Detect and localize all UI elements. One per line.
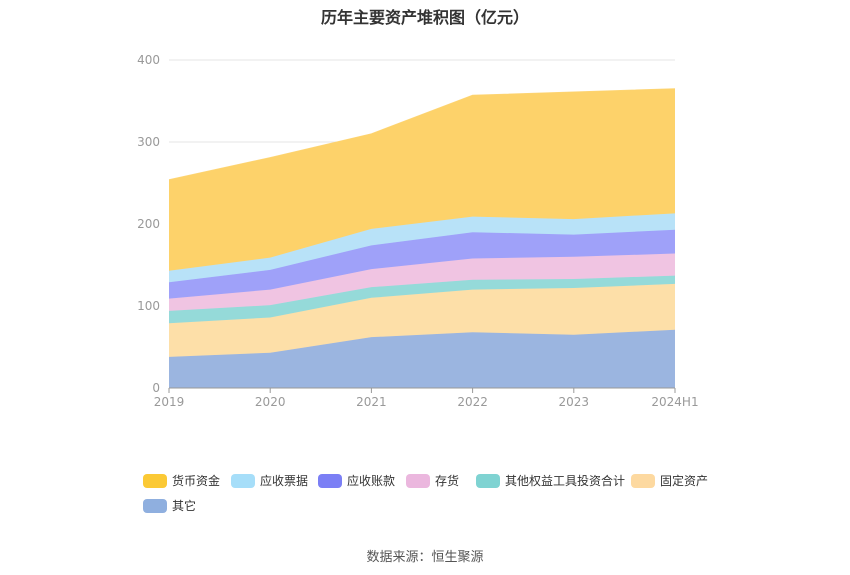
area-edge-5 <box>168 212 676 272</box>
legend-label: 应收票据 <box>260 474 309 488</box>
x-tick-label: 2021 <box>356 395 387 409</box>
x-tick-label: 2024H1 <box>651 395 698 409</box>
legend-swatch <box>631 473 655 488</box>
legend-item[interactable]: 存货 <box>406 472 459 489</box>
legend-swatch <box>476 473 500 488</box>
area-series-2 <box>169 275 675 324</box>
area-series <box>168 88 676 388</box>
y-tick-label: 0 <box>152 381 160 395</box>
legend-label: 其它 <box>172 499 197 513</box>
axes: 0 100 200 300 400 2019 2020 2021 2022 2023 2024H1 <box>137 53 699 409</box>
legend-label: 其他权益工具投资合计 <box>505 474 626 488</box>
legend-swatch <box>143 473 167 488</box>
legend-item[interactable]: 应收票据 <box>231 472 308 489</box>
legend-swatch <box>318 473 342 488</box>
legend-label: 货币资金 <box>172 474 221 488</box>
area-edge-6 <box>168 88 676 181</box>
y-tick-label: 100 <box>137 299 160 313</box>
x-tick-label: 2022 <box>457 395 488 409</box>
chart-title: 历年主要资产堆积图（亿元） <box>320 8 529 27</box>
y-tick-label: 200 <box>137 217 160 231</box>
legend-label: 存货 <box>435 474 460 488</box>
area-series-3 <box>169 253 675 311</box>
legend-item[interactable]: 应收账款 <box>318 472 395 489</box>
legend-swatch <box>143 498 167 513</box>
area-series-6 <box>169 88 675 271</box>
x-tick-label: 2020 <box>255 395 286 409</box>
x-tick-label: 2023 <box>559 395 590 409</box>
legend-swatch <box>231 473 255 488</box>
legend-swatch <box>406 473 430 488</box>
area-series-0 <box>169 329 675 388</box>
area-series-5 <box>169 213 675 283</box>
y-tick-label: 400 <box>137 53 160 67</box>
data-source: 数据来源：恒生聚源 <box>366 550 484 565</box>
legend-item[interactable]: 货币资金 <box>143 472 220 489</box>
area-series-1 <box>169 283 675 357</box>
area-series-4 <box>169 229 675 299</box>
legend-item[interactable]: 其它 <box>143 497 196 514</box>
legend-item[interactable]: 其他权益工具投资合计 <box>476 472 625 489</box>
legend-label: 固定资产 <box>660 474 709 488</box>
x-tick-label: 2019 <box>154 395 185 409</box>
y-tick-label: 300 <box>137 135 160 149</box>
legend-item[interactable]: 固定资产 <box>631 472 708 489</box>
legend-label: 应收账款 <box>347 474 396 488</box>
